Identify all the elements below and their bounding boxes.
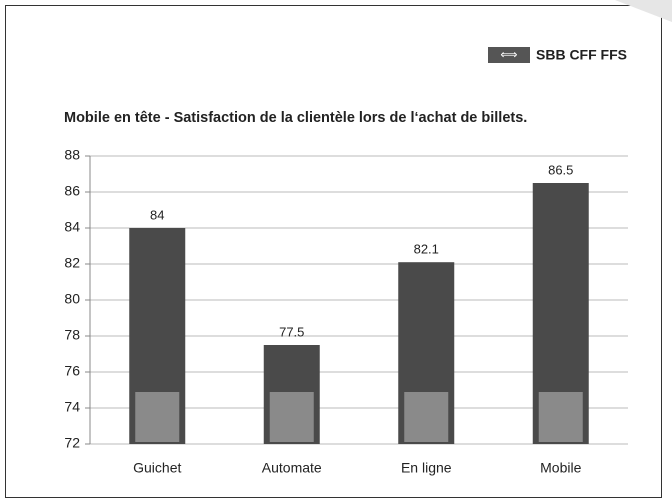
- chart: ⟺ SBB CFF FFS Mobile en tête - Satisfact…: [0, 0, 672, 502]
- chart-title: Mobile en tête - Satisfaction de la clie…: [64, 110, 527, 126]
- y-tick-label: 84: [64, 219, 80, 235]
- x-tick-label: Automate: [262, 460, 322, 476]
- x-tick-label: En ligne: [401, 460, 452, 476]
- y-tick-label: 76: [64, 363, 80, 379]
- value-label: 77.5: [279, 324, 304, 339]
- value-label: 82.1: [414, 242, 439, 257]
- bar-icon: [539, 392, 583, 442]
- y-tick-label: 88: [64, 147, 80, 163]
- y-tick-label: 82: [64, 255, 80, 271]
- bar-icon: [135, 392, 179, 442]
- x-tick-label: Mobile: [540, 460, 581, 476]
- y-tick-label: 80: [64, 291, 80, 307]
- bar-icon: [270, 392, 314, 442]
- y-tick-label: 86: [64, 183, 80, 199]
- y-tick-label: 74: [64, 399, 80, 415]
- value-label: 84: [150, 207, 164, 222]
- bar-icon: [404, 392, 448, 442]
- x-tick-label: Guichet: [133, 460, 181, 476]
- y-tick-label: 72: [64, 435, 80, 451]
- y-tick-label: 78: [64, 327, 80, 343]
- logo-arrows: ⟺: [500, 48, 517, 62]
- value-label: 86.5: [548, 162, 573, 177]
- logo-text: SBB CFF FFS: [536, 47, 627, 63]
